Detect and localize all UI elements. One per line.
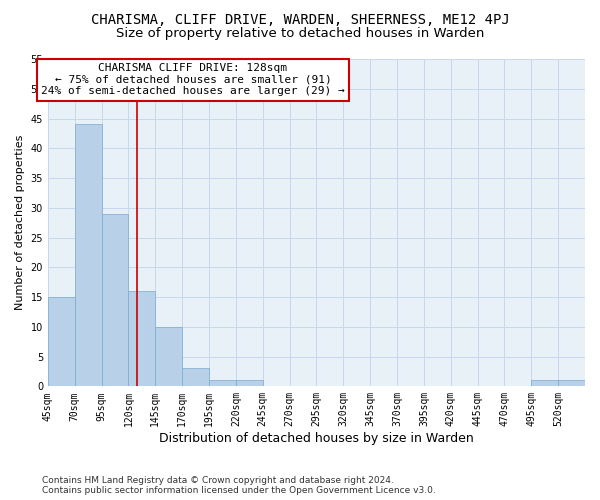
Text: Size of property relative to detached houses in Warden: Size of property relative to detached ho… <box>116 28 484 40</box>
Text: CHARISMA, CLIFF DRIVE, WARDEN, SHEERNESS, ME12 4PJ: CHARISMA, CLIFF DRIVE, WARDEN, SHEERNESS… <box>91 12 509 26</box>
X-axis label: Distribution of detached houses by size in Warden: Distribution of detached houses by size … <box>159 432 474 445</box>
Text: CHARISMA CLIFF DRIVE: 128sqm
← 75% of detached houses are smaller (91)
24% of se: CHARISMA CLIFF DRIVE: 128sqm ← 75% of de… <box>41 63 345 96</box>
Bar <box>75 124 101 386</box>
Bar <box>558 380 585 386</box>
Bar <box>209 380 236 386</box>
Bar <box>236 380 263 386</box>
Bar <box>155 327 182 386</box>
Bar <box>531 380 558 386</box>
Bar <box>48 297 75 386</box>
Bar <box>182 368 209 386</box>
Bar <box>128 291 155 386</box>
Text: Contains HM Land Registry data © Crown copyright and database right 2024.
Contai: Contains HM Land Registry data © Crown c… <box>42 476 436 495</box>
Y-axis label: Number of detached properties: Number of detached properties <box>15 135 25 310</box>
Bar <box>101 214 128 386</box>
